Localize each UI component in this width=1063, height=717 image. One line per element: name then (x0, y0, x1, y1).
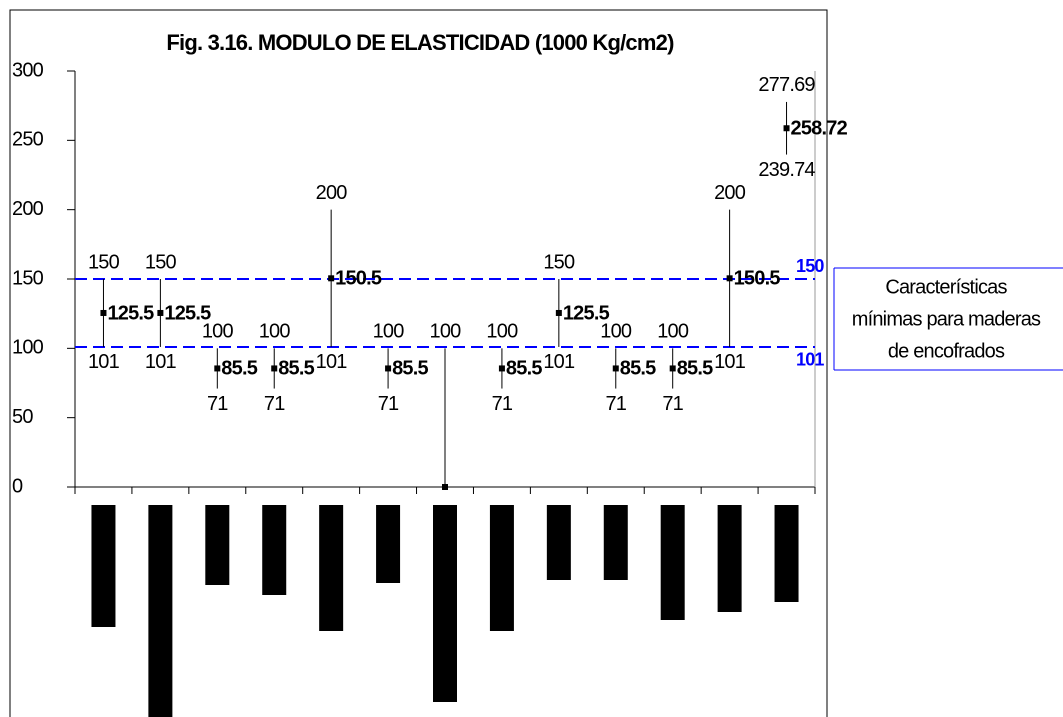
mean-marker (271, 365, 278, 372)
y-tick-label: 150 (12, 267, 44, 289)
high-label: 100 (430, 321, 462, 343)
mean-label: 125.5 (107, 302, 154, 324)
high-label: 100 (657, 321, 689, 343)
category-label-redacted (774, 505, 799, 602)
high-label: 100 (486, 321, 518, 343)
high-label: 100 (259, 321, 291, 343)
mean-marker (726, 275, 733, 282)
low-label: 101 (714, 351, 746, 373)
low-label: 101 (145, 351, 177, 373)
high-label: 150 (543, 251, 575, 273)
high-label: 100 (600, 321, 632, 343)
mean-marker (498, 365, 505, 372)
category-label-redacted (717, 505, 742, 612)
low-label: 71 (264, 393, 285, 415)
y-tick-label: 200 (12, 198, 44, 220)
high-label: 200 (714, 182, 746, 204)
y-tick-label: 300 (12, 59, 44, 81)
high-label: 100 (202, 321, 234, 343)
y-tick-label: 100 (12, 337, 44, 359)
mean-label: 85.5 (278, 358, 314, 380)
low-label: 239.74 (758, 159, 815, 181)
chart-frame (9, 9, 828, 717)
mean-label: 258.72 (791, 118, 848, 140)
reference-label: 150 (796, 256, 824, 276)
mean-marker (385, 365, 392, 372)
category-label-redacted (603, 505, 628, 580)
mean-marker (612, 365, 619, 372)
low-label: 71 (605, 393, 626, 415)
y-tick-label: 0 (12, 475, 23, 497)
mean-marker (100, 309, 107, 316)
low-label: 71 (207, 393, 228, 415)
low-label: 101 (543, 351, 575, 373)
high-label: 277.69 (758, 74, 815, 96)
reference-label: 101 (796, 350, 824, 370)
category-label-redacted (660, 505, 685, 620)
mean-label: 85.5 (221, 358, 257, 380)
category-label-redacted (433, 505, 457, 702)
category-label-redacted (148, 505, 173, 717)
category-label-redacted (376, 505, 401, 583)
mean-label: 125.5 (164, 302, 211, 324)
mean-label: 85.5 (392, 358, 428, 380)
mean-marker (214, 365, 221, 372)
annotation-line: Características (885, 276, 1007, 298)
category-label-redacted (546, 505, 571, 580)
annotation-box (833, 267, 1063, 371)
annotation-line: mínimas para maderas (852, 308, 1041, 330)
annotation-line: de encofrados (888, 340, 1005, 362)
category-label-redacted (205, 505, 230, 585)
mean-marker (555, 309, 562, 316)
category-label-redacted (91, 505, 116, 627)
high-label: 200 (316, 182, 348, 204)
low-label: 71 (492, 393, 513, 415)
low-label: 71 (378, 393, 399, 415)
low-label: 71 (662, 393, 683, 415)
mean-marker (783, 125, 790, 132)
mean-marker (442, 484, 448, 490)
mean-label: 85.5 (677, 358, 713, 380)
chart-title: Fig. 3.16. MODULO DE ELASTICIDAD (1000 K… (166, 30, 674, 55)
mean-label: 150.5 (335, 268, 382, 290)
category-label-redacted (262, 505, 287, 595)
high-label: 100 (373, 321, 405, 343)
category-label-redacted (319, 505, 344, 631)
mean-marker (157, 309, 164, 316)
y-tick-label: 50 (12, 406, 33, 428)
mean-label: 85.5 (506, 358, 542, 380)
mean-label: 85.5 (620, 358, 656, 380)
mean-label: 150.5 (734, 268, 781, 290)
high-label: 150 (145, 251, 177, 273)
high-label: 150 (88, 251, 120, 273)
mean-label: 125.5 (563, 302, 610, 324)
category-label-redacted (489, 505, 514, 631)
low-label: 101 (88, 351, 120, 373)
y-tick-label: 250 (12, 129, 44, 151)
mean-marker (328, 275, 335, 282)
low-label: 101 (316, 351, 348, 373)
mean-marker (669, 365, 676, 372)
